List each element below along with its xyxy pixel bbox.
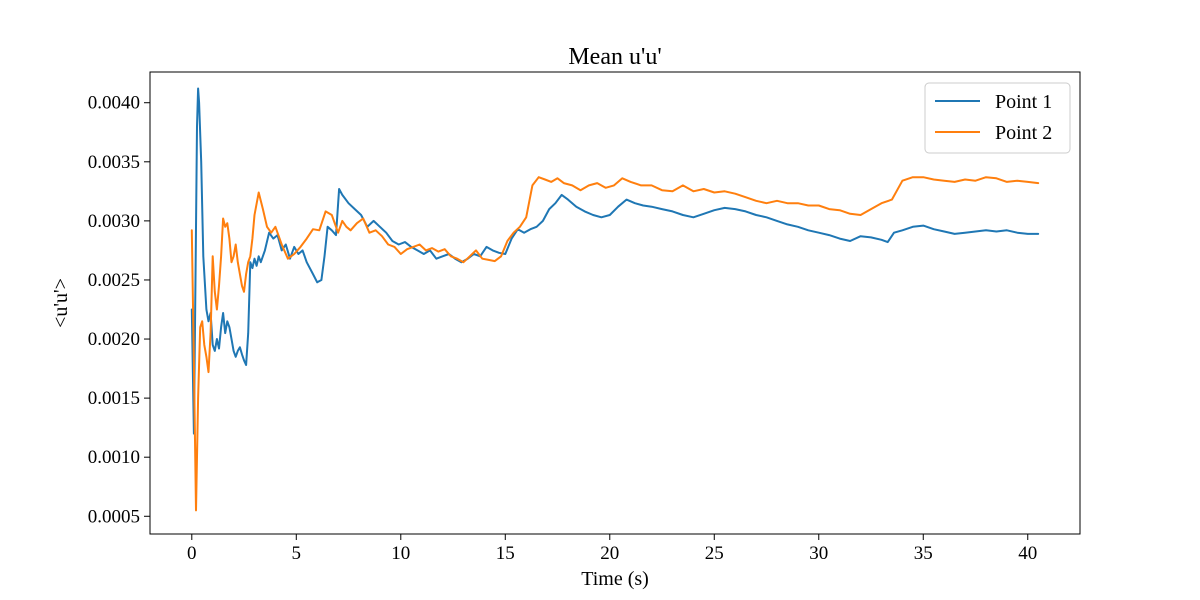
x-tick-label: 15 [496,543,515,564]
series-line-2 [190,176,1040,512]
y-axis-label: <u'u'> [50,278,72,328]
x-tick-label: 35 [914,543,933,564]
y-tick-label: 0.0015 [88,388,140,409]
y-tick-label: 0.0035 [88,152,140,173]
y-tick-label: 0.0020 [88,329,140,350]
y-axis: 0.0005 0.0010 0.0015 0.0020 0.0025 0.0030 0.00… [88,93,150,527]
x-axis: 0 5 10 15 20 25 30 35 40 [187,534,1037,564]
legend: Point 1 Point 2 [924,82,1071,154]
legend-label-2: Point 2 [995,122,1052,144]
y-tick-label: 0.0010 [88,447,140,468]
y-tick-label: 0.0030 [88,211,140,232]
plot-frame [149,71,1081,535]
series-line-1 [190,87,1040,435]
x-tick-label: 10 [391,543,410,564]
x-tick-label: 40 [1018,543,1037,564]
x-tick-label: 0 [187,543,197,564]
y-tick-label: 0.0005 [88,506,140,527]
legend-label-1: Point 1 [995,91,1052,113]
x-axis-label: Time (s) [581,568,649,590]
x-tick-label: 30 [809,543,828,564]
x-tick-label: 25 [705,543,724,564]
chart-title: Mean u'u' [568,44,661,70]
y-tick-label: 0.0025 [88,270,140,291]
y-tick-label: 0.0040 [88,93,140,114]
x-tick-label: 20 [600,543,619,564]
series-layer [190,87,1040,512]
x-tick-label: 5 [292,543,302,564]
